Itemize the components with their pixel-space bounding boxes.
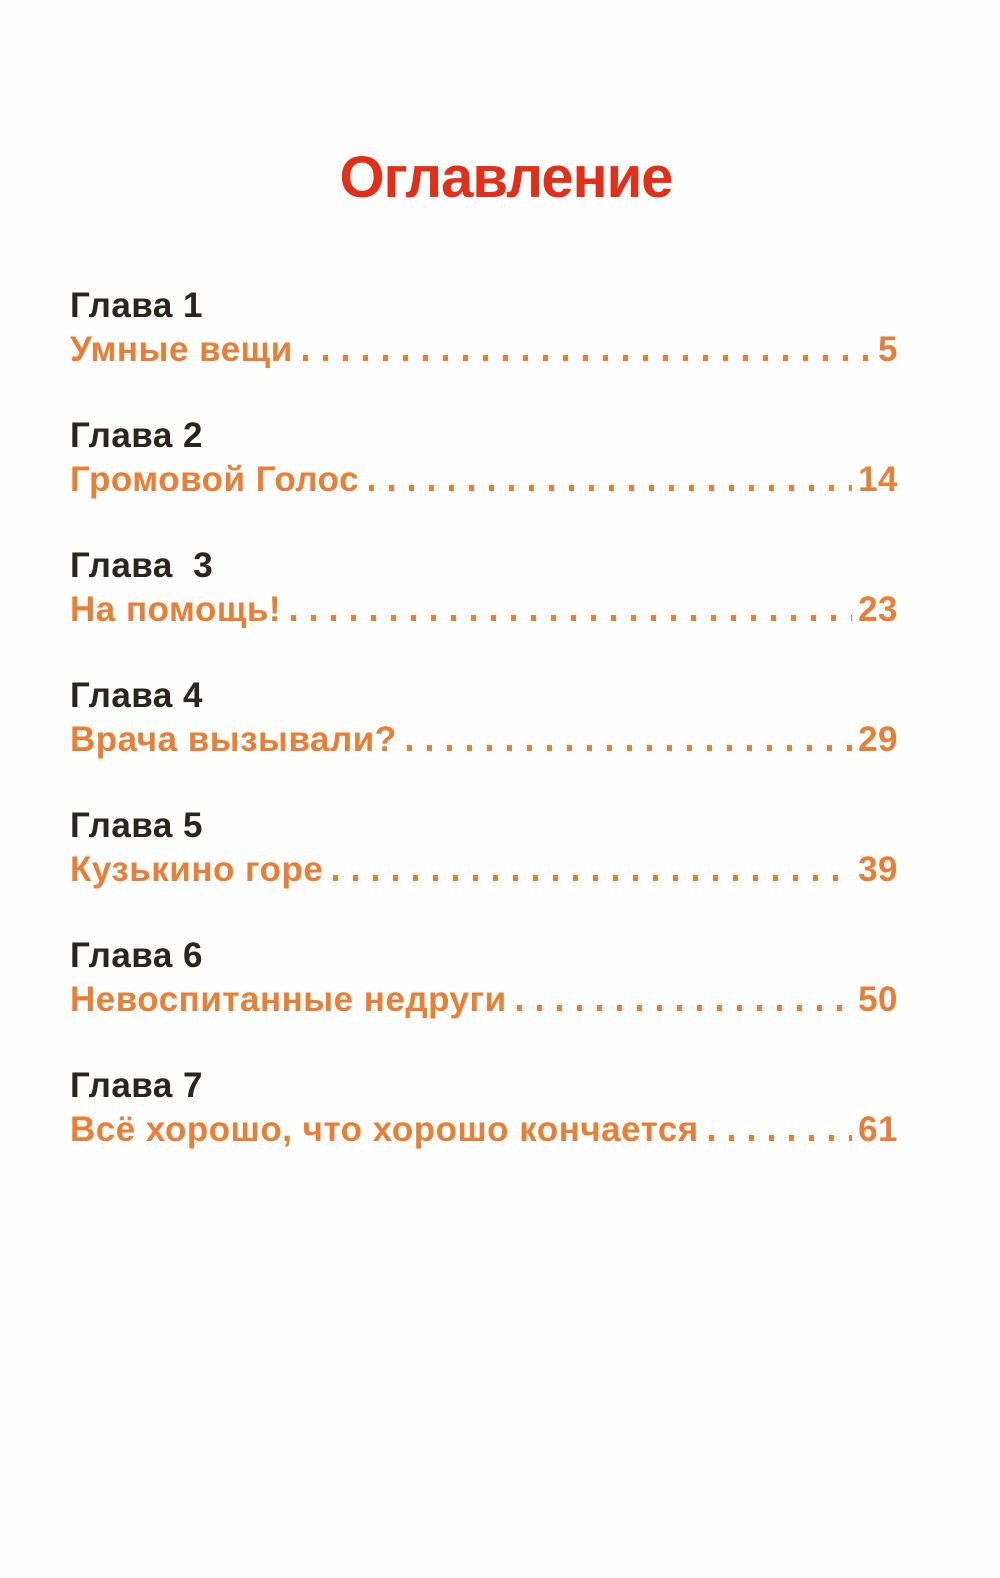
chapter-label: Глава 6 bbox=[70, 936, 204, 975]
chapter-page-number: 50 bbox=[858, 980, 898, 1019]
chapter-label: Глава 2 bbox=[70, 416, 204, 455]
chapter-label: Глава 7 bbox=[70, 1066, 204, 1105]
toc-entry: Глава 3 На помощь! 23 bbox=[70, 544, 898, 632]
dot-leader bbox=[516, 1005, 853, 1011]
chapter-label: Глава 5 bbox=[70, 806, 204, 845]
toc-entry: Глава 2 Громовой Голос 14 bbox=[70, 414, 898, 502]
chapter-title: Всё хорошо, что хорошо кончается bbox=[70, 1110, 699, 1149]
toc-entry-line: Умные вещи 5 bbox=[70, 328, 898, 372]
toc-entry-line: На помощь! 23 bbox=[70, 588, 898, 632]
toc-list: Глава 1 Умные вещи 5 Глава 2 Громовой Го… bbox=[70, 284, 898, 1152]
toc-entry-line: Кузькино горе 39 bbox=[70, 848, 898, 892]
toc-entry-line: Всё хорошо, что хорошо кончается 61 bbox=[70, 1108, 898, 1152]
dot-leader bbox=[333, 875, 853, 881]
toc-entry-line: Врача вызывали? 29 bbox=[70, 718, 898, 762]
toc-entry-line: Невоспитанные недруги 50 bbox=[70, 978, 898, 1022]
page-title: Оглавление bbox=[339, 145, 673, 210]
chapter-label: Глава 3 bbox=[70, 546, 214, 585]
chapter-title: Умные вещи bbox=[70, 330, 293, 369]
toc-entry-line: Громовой Голос 14 bbox=[70, 458, 898, 502]
toc-entry: Глава 6 Невоспитанные недруги 50 bbox=[70, 934, 898, 1022]
chapter-page-number: 14 bbox=[858, 460, 898, 499]
chapter-title: Врача вызывали? bbox=[70, 720, 397, 759]
chapter-title: Громовой Голос bbox=[70, 460, 360, 499]
chapter-label: Глава 1 bbox=[70, 286, 204, 325]
toc-entry: Глава 1 Умные вещи 5 bbox=[70, 284, 898, 372]
dot-leader bbox=[369, 485, 853, 491]
chapter-page-number: 29 bbox=[858, 720, 898, 759]
dot-leader bbox=[291, 615, 853, 621]
chapter-page-number: 39 bbox=[858, 850, 898, 889]
toc-entry: Глава 4 Врача вызывали? 29 bbox=[70, 674, 898, 762]
chapter-page-number: 23 bbox=[858, 590, 898, 629]
chapter-page-number: 5 bbox=[878, 330, 898, 369]
dot-leader bbox=[302, 355, 873, 361]
dot-leader bbox=[406, 745, 853, 751]
chapter-page-number: 61 bbox=[858, 1110, 898, 1149]
chapter-title: Кузькино горе bbox=[70, 850, 324, 889]
chapter-title: На помощь! bbox=[70, 590, 282, 629]
dot-leader bbox=[708, 1135, 853, 1141]
toc-entry: Глава 7 Всё хорошо, что хорошо кончается… bbox=[70, 1064, 898, 1152]
chapter-label: Глава 4 bbox=[70, 676, 204, 715]
toc-entry: Глава 5 Кузькино горе 39 bbox=[70, 804, 898, 892]
chapter-title: Невоспитанные недруги bbox=[70, 980, 507, 1019]
